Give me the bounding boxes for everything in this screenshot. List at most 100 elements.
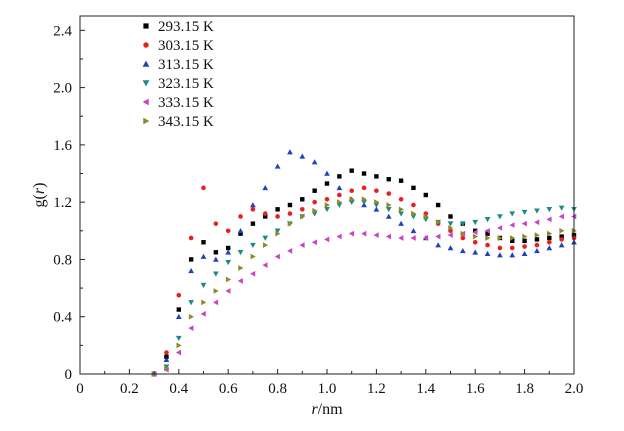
data-point (336, 233, 342, 240)
data-point (472, 239, 478, 245)
y-tick-label: 2.4 (53, 23, 72, 39)
data-point (337, 199, 343, 206)
data-point (324, 207, 330, 213)
legend-label: 313.15 K (158, 57, 214, 73)
data-point (164, 365, 170, 372)
data-point (275, 214, 280, 219)
data-point (324, 236, 330, 243)
data-point (509, 222, 515, 228)
data-point (509, 252, 516, 258)
data-point (423, 192, 428, 198)
data-points-layer (151, 149, 577, 377)
data-point (324, 196, 330, 202)
data-point (559, 237, 564, 242)
data-point (300, 197, 305, 202)
legend-label: 303.15 K (158, 38, 214, 54)
x-axis-title: r/nm (311, 401, 343, 418)
data-point (164, 354, 169, 360)
data-point (509, 245, 515, 251)
data-point (385, 207, 392, 213)
data-point (336, 184, 343, 191)
data-point (398, 196, 404, 202)
data-point (250, 270, 256, 277)
data-point (212, 271, 219, 277)
data-point (422, 235, 429, 241)
data-point (299, 207, 305, 212)
data-point (238, 214, 243, 219)
data-point (225, 228, 231, 234)
x-tick-label: 1.4 (416, 381, 435, 397)
data-point (558, 242, 565, 248)
data-point (485, 242, 490, 248)
data-point (176, 342, 182, 349)
data-point (250, 202, 256, 208)
data-point (287, 149, 293, 155)
data-point (262, 242, 269, 248)
legend-marker (142, 80, 150, 87)
x-tick-label: 1.8 (515, 381, 534, 397)
data-point (175, 349, 182, 356)
data-point (300, 213, 306, 220)
data-point (188, 235, 194, 241)
data-point (274, 228, 281, 234)
data-point (398, 220, 404, 226)
legend-marker (143, 23, 149, 29)
data-point (448, 214, 453, 219)
data-point (337, 192, 342, 198)
data-point (287, 211, 293, 216)
data-point (262, 262, 268, 269)
data-point (262, 211, 268, 216)
data-point (459, 221, 466, 227)
y-axis-ticks: 0 0.4 0.8 1.2 1.6 2.0 2.4 (53, 23, 85, 383)
data-point (546, 216, 552, 223)
data-point (237, 249, 244, 256)
y-tick-label: 2.0 (53, 81, 72, 97)
data-point (386, 191, 392, 196)
data-point (274, 253, 280, 260)
legend-label: 343.15 K (158, 114, 214, 130)
data-point (472, 219, 479, 226)
data-point (386, 177, 391, 182)
data-point (312, 199, 317, 205)
data-point (348, 230, 354, 237)
data-point (398, 206, 404, 213)
data-point (361, 171, 367, 176)
data-point (447, 245, 454, 251)
data-point (435, 233, 441, 240)
data-point (497, 214, 503, 220)
data-point (262, 184, 269, 191)
data-point (250, 207, 256, 212)
data-point (522, 233, 528, 240)
data-point (558, 213, 564, 220)
data-point (534, 247, 540, 254)
legend-label: 293.15 K (158, 19, 214, 35)
data-point (263, 214, 268, 219)
data-point (411, 185, 416, 191)
data-point (275, 230, 281, 237)
x-tick-label: 1.6 (466, 381, 485, 397)
y-tick-label: 0 (65, 367, 73, 383)
x-tick-label: 0.8 (268, 381, 287, 397)
data-point (262, 235, 269, 241)
data-point (448, 225, 454, 231)
data-point (521, 209, 528, 216)
data-point (411, 202, 416, 208)
data-point (410, 235, 416, 241)
data-point (361, 230, 367, 237)
data-point (188, 257, 194, 262)
data-point (200, 253, 207, 259)
series-5 (151, 213, 577, 377)
data-point (485, 235, 491, 241)
data-point (250, 242, 256, 248)
legend-marker (143, 117, 150, 125)
data-point (472, 233, 479, 240)
data-point (547, 235, 552, 241)
data-point (435, 202, 441, 208)
data-point (212, 256, 219, 262)
data-point (385, 233, 392, 240)
data-point (274, 163, 281, 169)
data-point (374, 199, 380, 206)
data-point (212, 299, 219, 306)
data-point (447, 221, 454, 227)
